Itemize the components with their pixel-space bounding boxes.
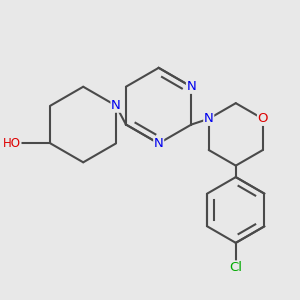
Text: O: O xyxy=(258,112,268,125)
Text: HO: HO xyxy=(3,137,21,150)
Text: Cl: Cl xyxy=(229,261,242,274)
Text: N: N xyxy=(154,137,164,150)
Text: N: N xyxy=(111,99,121,112)
Text: N: N xyxy=(204,112,214,125)
Text: N: N xyxy=(187,80,196,93)
